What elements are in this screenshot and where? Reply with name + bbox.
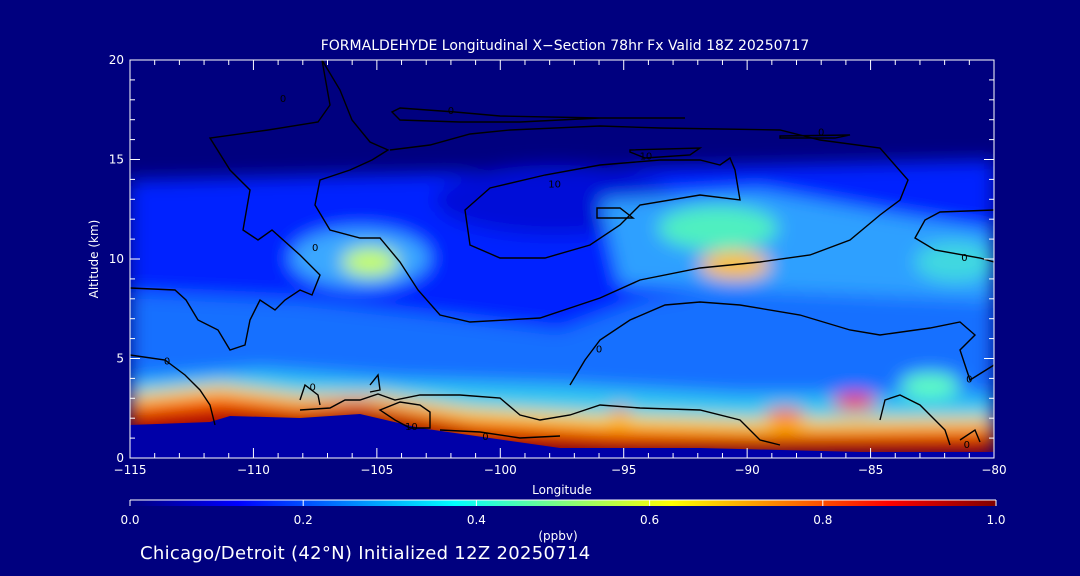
contour-labels: 0 0 0 10 10 0 0 0 0 0 0 10 0 0 (164, 94, 973, 451)
y-axis-label: Altitude (km) (87, 220, 101, 299)
contour-label: 0 (961, 253, 967, 264)
contour-line (439, 429, 561, 439)
y-tick-label: 20 (109, 53, 124, 67)
cyan-maximum (915, 242, 994, 282)
contour-line (130, 354, 216, 426)
concentration-field: 0 0 0 10 10 0 0 0 0 0 0 10 0 0 (130, 60, 994, 458)
contour-line (314, 60, 909, 323)
y-tick-label: 15 (109, 153, 124, 167)
terrain (130, 414, 994, 458)
colorbar-tick-label: 0.4 (467, 513, 486, 527)
colorbar-tick-label: 0.2 (294, 513, 313, 527)
colorbar-tick-label: 1.0 (986, 513, 1005, 527)
contour-line (299, 393, 781, 446)
contour-label: 10 (405, 422, 418, 433)
y-axis: 0 5 10 15 20 (109, 53, 994, 465)
y-tick-label: 5 (116, 352, 124, 366)
y-tick-label: 10 (109, 252, 124, 266)
x-tick-label: −115 (114, 463, 147, 477)
contour-line (130, 60, 331, 351)
contour-label: 0 (596, 345, 602, 356)
contour-label: 0 (164, 356, 170, 367)
contour-line (369, 373, 381, 393)
cyan-maximum (658, 206, 778, 250)
contour-line (959, 428, 981, 443)
colorbar-ticks: 0.0 0.2 0.4 0.6 0.8 1.0 (120, 500, 1006, 527)
contour-label: 0 (818, 128, 824, 139)
x-tick-label: −80 (981, 463, 1006, 477)
contour-label: 0 (482, 432, 488, 443)
contour-line (390, 107, 685, 123)
contour-label: 10 (640, 152, 653, 163)
contour-line (464, 156, 741, 259)
contour-label: 10 (548, 179, 561, 190)
colorbar-label: (ppbv) (538, 529, 577, 543)
cyan-maximum (342, 248, 398, 276)
x-tick-label: −105 (360, 463, 393, 477)
x-tick-label: −95 (611, 463, 636, 477)
contour-line (378, 401, 431, 429)
x-axis-label: Longitude (532, 483, 592, 497)
contour-line (299, 383, 321, 406)
contour-line (914, 209, 994, 263)
contour-line (596, 207, 636, 219)
contour-label: 0 (448, 106, 454, 117)
contour-lines (130, 60, 994, 446)
red-maximum (610, 408, 630, 418)
contour-label: 0 (280, 94, 286, 105)
contour-line (879, 394, 951, 446)
colorbar-tick-label: 0.0 (120, 513, 139, 527)
contour-line (629, 147, 703, 159)
initialization-caption: Chicago/Detroit (42°N) Initialized 12Z 2… (140, 543, 591, 564)
lower-cyan-band (900, 373, 960, 397)
colorbar-tick-label: 0.6 (640, 513, 659, 527)
contour-label: 0 (964, 440, 970, 451)
contour-line (779, 134, 851, 139)
contour-line (569, 301, 994, 386)
red-maximum (833, 394, 877, 410)
chart-title: FORMALDEHYDE Longitudinal X−Section 78hr… (321, 38, 810, 54)
contour-label: 0 (966, 374, 972, 385)
colorbar (130, 500, 996, 506)
contour-label: 0 (309, 382, 315, 393)
contour-label: 0 (312, 243, 318, 254)
x-tick-label: −85 (858, 463, 883, 477)
x-tick-label: −100 (484, 463, 517, 477)
x-axis: −115 −110 −105 −100 −95 −90 −85 −80 (114, 60, 1007, 477)
colorbar-tick-label: 0.8 (813, 513, 832, 527)
x-tick-label: −110 (237, 463, 270, 477)
y-tick-label: 0 (116, 451, 124, 465)
red-maximum (765, 409, 805, 423)
x-tick-label: −90 (734, 463, 759, 477)
